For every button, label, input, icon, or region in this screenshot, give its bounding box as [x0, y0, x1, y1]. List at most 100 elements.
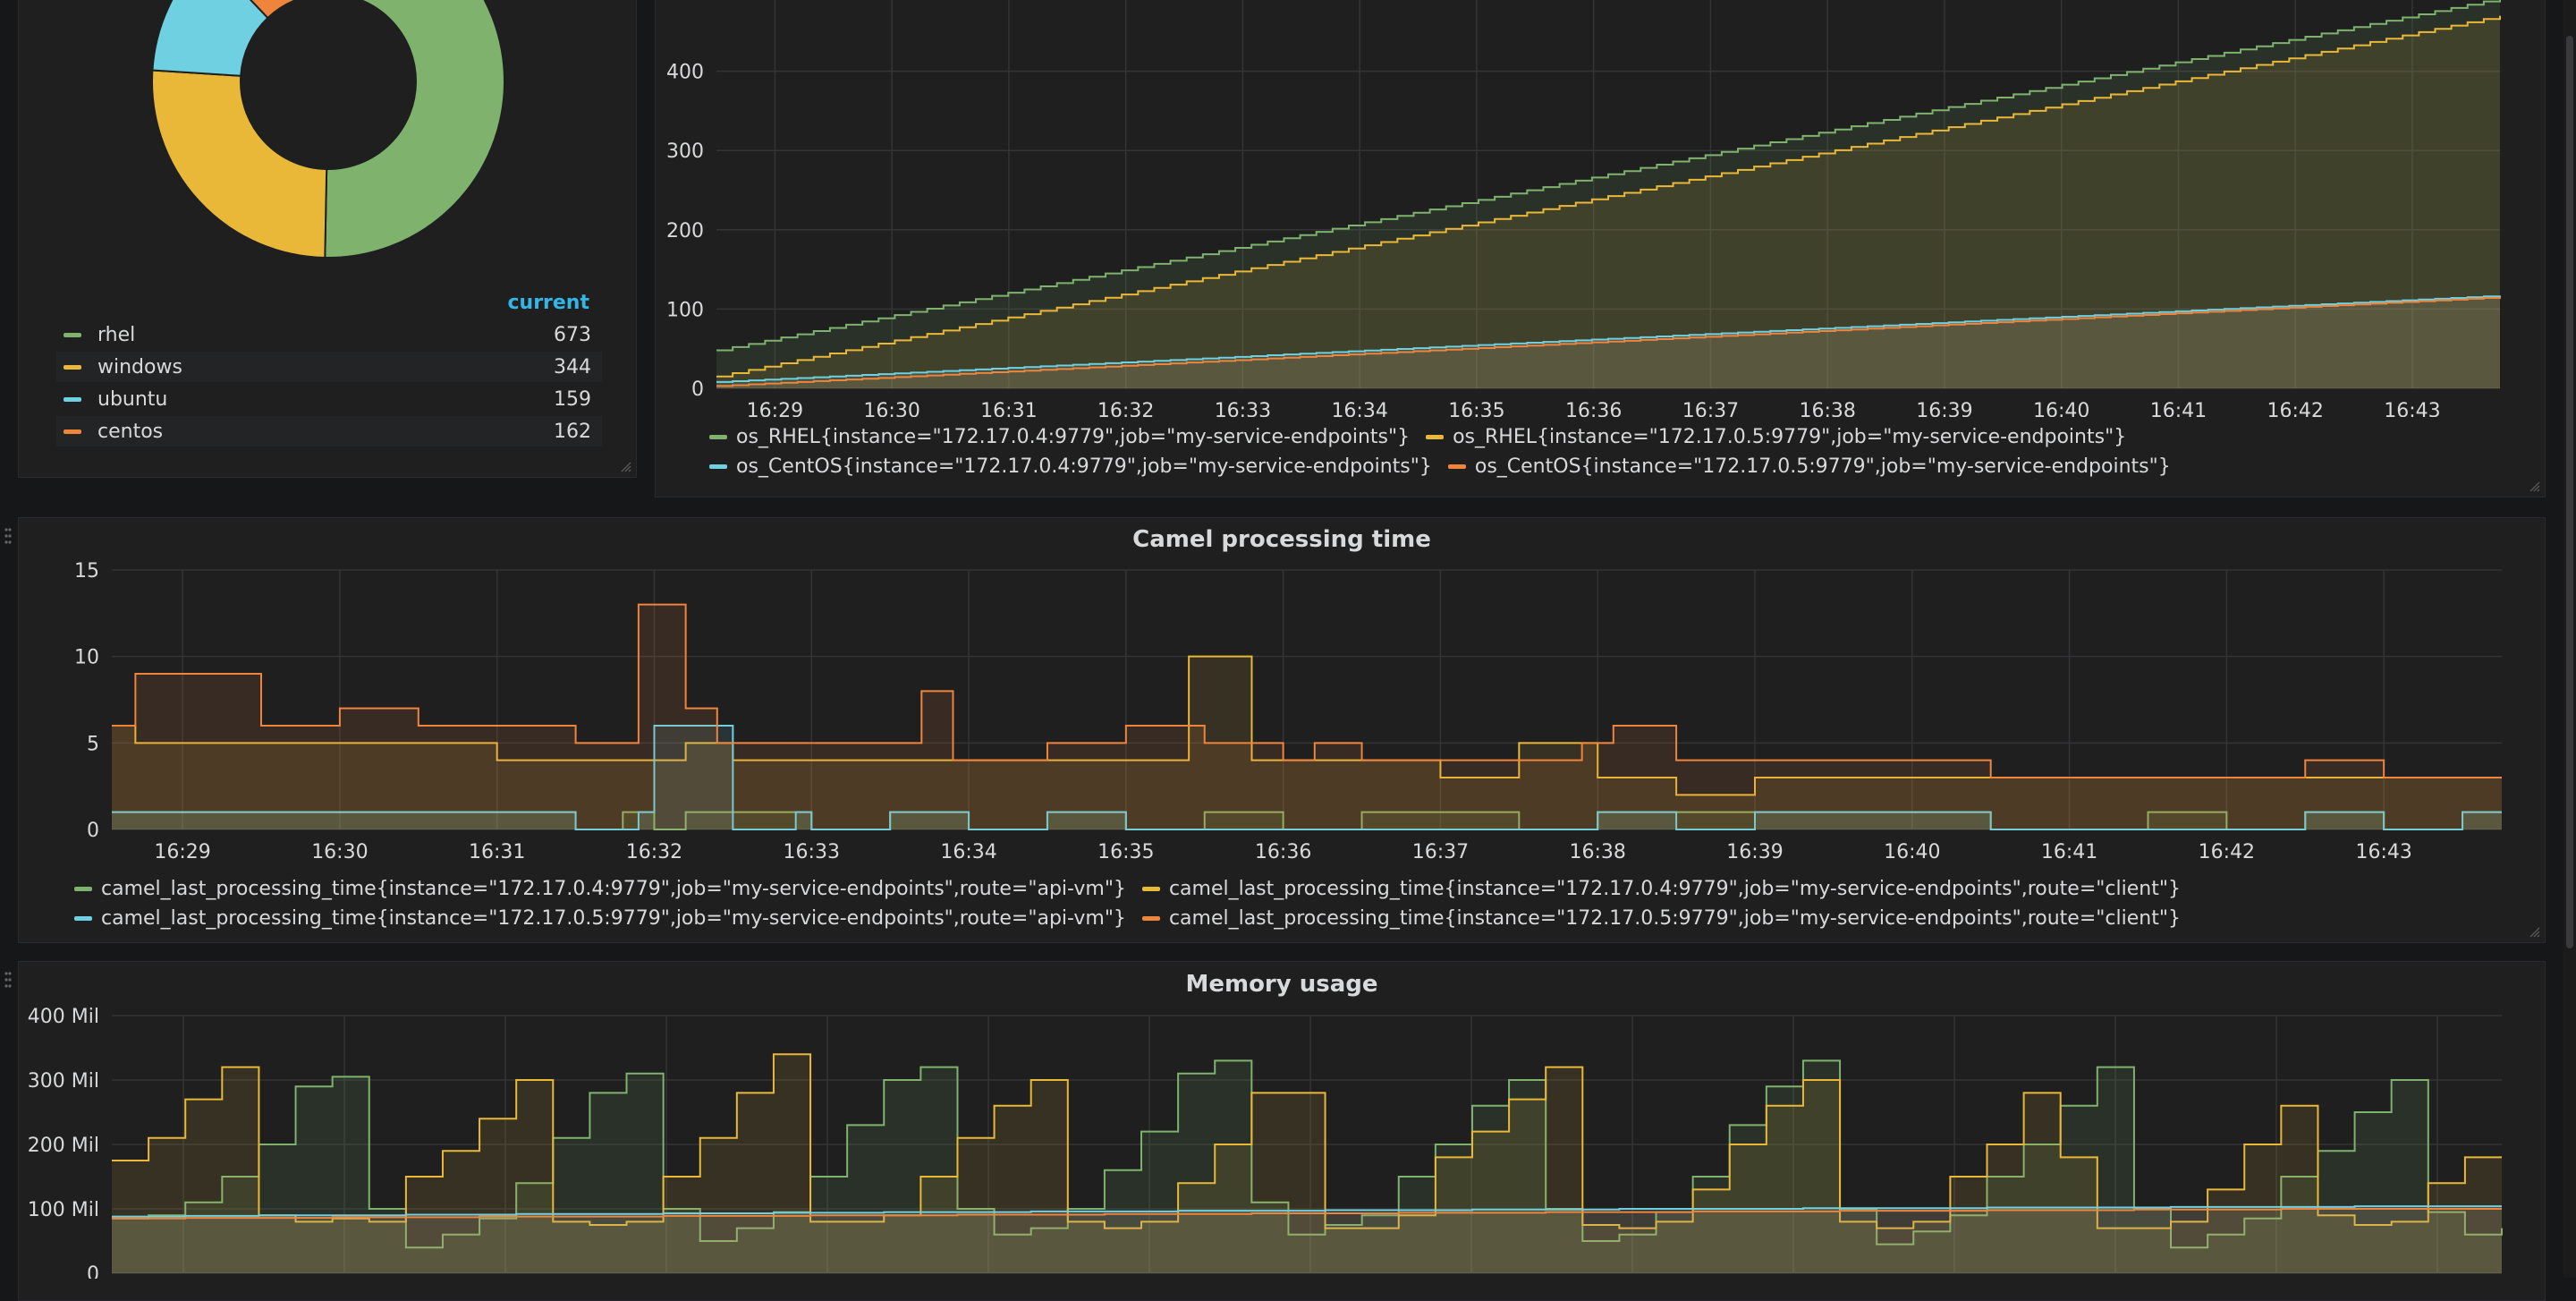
x-tick-label: 16:30 — [311, 841, 368, 863]
x-tick-label: 16:33 — [1215, 400, 1271, 417]
legend-current-value: 344 — [554, 355, 591, 378]
legend-item[interactable]: camel_last_processing_time{instance="172… — [1141, 907, 2181, 930]
x-tick-label: 16:29 — [154, 841, 210, 863]
legend-row[interactable]: windows 344 — [56, 352, 602, 382]
memory-usage-graph: 0 100 Mil 200 Mil 300 Mil 400 Mil — [28, 1006, 2503, 1279]
x-tick-label: 16:34 — [1331, 400, 1387, 417]
x-tick-label: 16:38 — [1799, 400, 1855, 417]
row-drag-handle[interactable] — [4, 526, 13, 546]
legend-series-label[interactable]: os_RHEL{instance="172.17.0.5:9779",job="… — [1453, 426, 2127, 448]
y-tick-label: 0 — [87, 1263, 99, 1279]
legend-row[interactable]: rhel 673 — [56, 319, 602, 350]
legend-row[interactable]: ubuntu 159 — [56, 384, 602, 414]
x-tick-label: 16:35 — [1097, 841, 1154, 863]
x-tick-label: 16:30 — [863, 400, 919, 417]
legend-item[interactable]: camel_last_processing_time{instance="172… — [74, 907, 1126, 930]
os-series-2-line — [716, 295, 2501, 383]
x-tick-label: 16:42 — [2199, 841, 2255, 863]
memory-series-1-line — [112, 1053, 2502, 1229]
y-tick-label: 300 — [666, 140, 704, 163]
pie-slice-rhel — [324, 0, 506, 259]
y-tick-label: 300 Mil — [28, 1070, 99, 1093]
memory-series-2-line — [112, 1205, 2502, 1218]
memory-series-3-line — [112, 1208, 2502, 1220]
camel-series-1-area — [112, 656, 2502, 829]
y-tick-label: 400 Mil — [28, 1006, 99, 1028]
memory-series-1-area — [112, 1054, 2502, 1273]
legend-series-name[interactable]: ubuntu — [97, 387, 168, 411]
legend-item[interactable]: camel_last_processing_time{instance="172… — [74, 878, 1126, 900]
y-tick-label: 200 Mil — [28, 1135, 99, 1157]
legend-current-value: 162 — [554, 420, 591, 443]
pie-slice-centos — [249, 0, 299, 20]
legend-series-name[interactable]: centos — [97, 420, 164, 443]
y-tick-label: 0 — [691, 378, 704, 401]
legend-item[interactable]: camel_last_processing_time{instance="172… — [1141, 878, 2181, 900]
legend-series-name[interactable]: windows — [97, 355, 182, 378]
legend-item[interactable]: os_RHEL{instance="172.17.0.5:9779",job="… — [1426, 426, 2126, 448]
os-count-graph: 0 100 200 300 400 500 16:29 16:30 16:31 16:32 16:3… — [666, 0, 2501, 417]
y-tick-label: 0 — [87, 820, 99, 842]
x-tick-label: 16:36 — [1255, 841, 1311, 863]
series-color-swatch[interactable] — [1447, 464, 1466, 469]
series-color-swatch[interactable] — [64, 332, 81, 337]
os-series-3-line — [716, 297, 2501, 387]
legend-item[interactable]: os_RHEL{instance="172.17.0.4:9779",job="… — [709, 426, 1410, 448]
series-color-swatch[interactable] — [74, 887, 92, 891]
series-color-swatch[interactable] — [1141, 887, 1160, 891]
series-color-swatch[interactable] — [74, 916, 92, 921]
legend-series-label[interactable]: camel_last_processing_time{instance="172… — [101, 907, 1126, 930]
panel-title[interactable]: Memory usage — [1185, 971, 1378, 998]
camel-processing-panel: Camel processing time 0 5 10 15 16:29 16:30 16… — [18, 517, 2546, 943]
panel-title[interactable]: Camel processing time — [1132, 526, 1431, 553]
row-drag-handle[interactable] — [4, 970, 13, 990]
series-color-swatch[interactable] — [64, 364, 81, 370]
series-color-swatch[interactable] — [709, 435, 727, 439]
legend-current-value: 159 — [554, 387, 591, 411]
memory-series-0-line — [112, 1059, 2503, 1249]
x-tick-label: 16:29 — [747, 400, 803, 417]
legend-row: camel_last_processing_time{instance="172… — [74, 907, 2489, 930]
camel-series-3-area — [112, 604, 2502, 829]
series-color-swatch[interactable] — [1141, 916, 1160, 921]
legend-series-label[interactable]: os_CentOS{instance="172.17.0.4:9779",job… — [736, 455, 1432, 478]
scrollbar-track[interactable] — [2563, 0, 2576, 1278]
y-tick-label: 5 — [87, 733, 99, 755]
series-color-swatch[interactable] — [64, 396, 81, 402]
legend-series-label[interactable]: camel_last_processing_time{instance="172… — [1168, 907, 2181, 930]
x-tick-label: 16:35 — [1448, 400, 1504, 417]
resize-handle[interactable] — [2529, 480, 2541, 493]
y-tick-label: 15 — [74, 560, 99, 582]
camel-series-3-line — [112, 603, 2502, 778]
camel-series-2-area — [112, 726, 2502, 829]
legend-header-current[interactable]: current — [507, 292, 589, 314]
legend-series-label[interactable]: camel_last_processing_time{instance="172… — [101, 878, 1126, 900]
os-donut-chart — [151, 0, 506, 259]
os-distribution-panel: current rhel 673 windows 344 ubuntu 159 centos… — [18, 0, 637, 478]
legend-item[interactable]: os_CentOS{instance="172.17.0.5:9779",job… — [1447, 455, 2171, 478]
x-tick-label: 16:41 — [2041, 841, 2097, 863]
legend-item[interactable]: os_CentOS{instance="172.17.0.4:9779",job… — [709, 455, 1432, 478]
series-color-swatch[interactable] — [64, 429, 81, 434]
legend-series-label[interactable]: os_CentOS{instance="172.17.0.5:9779",job… — [1474, 455, 2171, 478]
legend-row[interactable]: centos 162 — [56, 416, 602, 446]
x-tick-label: 16:43 — [2355, 841, 2411, 863]
series-color-swatch[interactable] — [1426, 435, 1445, 439]
x-tick-label: 16:32 — [1097, 400, 1154, 417]
y-tick-label: 500 — [666, 0, 704, 4]
resize-handle[interactable] — [620, 461, 632, 473]
x-tick-label: 16:39 — [1916, 400, 1972, 417]
legend-series-name[interactable]: rhel — [97, 323, 136, 346]
legend-series-label[interactable]: os_RHEL{instance="172.17.0.4:9779",job="… — [736, 426, 1411, 448]
legend-row: os_CentOS{instance="172.17.0.4:9779",job… — [709, 455, 2230, 478]
x-tick-label: 16:36 — [1565, 400, 1622, 417]
series-color-swatch[interactable] — [709, 464, 727, 469]
os-series-1-area — [716, 15, 2500, 389]
legend-row: os_RHEL{instance="172.17.0.4:9779",job="… — [709, 426, 2230, 448]
scrollbar-thumb[interactable] — [2566, 36, 2573, 948]
camel-series-1-line — [112, 655, 2502, 796]
legend-series-label[interactable]: camel_last_processing_time{instance="172… — [1168, 878, 2181, 900]
x-tick-label: 16:37 — [1412, 841, 1469, 863]
resize-handle[interactable] — [2529, 926, 2541, 939]
y-tick-label: 100 Mil — [28, 1199, 99, 1221]
